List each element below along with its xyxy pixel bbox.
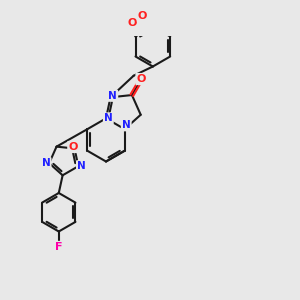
Text: N: N	[104, 113, 113, 123]
Text: F: F	[55, 242, 62, 252]
Text: O: O	[138, 11, 147, 21]
Text: N: N	[42, 158, 50, 168]
Text: O: O	[68, 142, 78, 152]
Text: N: N	[122, 120, 130, 130]
Text: N: N	[108, 91, 117, 101]
Text: N: N	[77, 161, 86, 171]
Text: O: O	[127, 17, 136, 28]
Text: O: O	[136, 74, 146, 84]
